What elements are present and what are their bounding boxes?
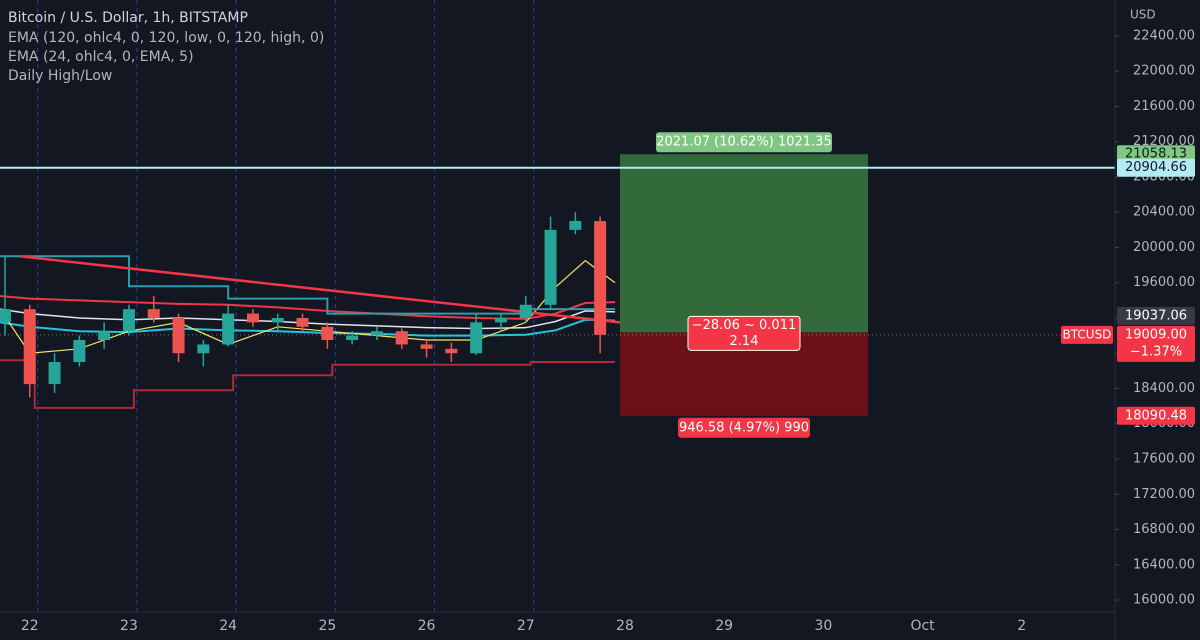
candle-body: [147, 309, 160, 318]
grid: [0, 0, 1115, 612]
y-tick-label: 19600.00: [1133, 275, 1195, 290]
legend-entry: Daily High/Low: [8, 68, 112, 84]
candle-body: [197, 344, 210, 354]
candle-body: [321, 326, 334, 341]
y-tick-label: 17600.00: [1133, 452, 1195, 467]
x-tick-label: 28: [616, 618, 634, 634]
price-tag: [1117, 306, 1195, 325]
y-tick-label: 16800.00: [1133, 522, 1195, 537]
price-tag: [1117, 145, 1195, 164]
price-tag: [1117, 158, 1195, 177]
candle-body: [271, 317, 284, 323]
x-tick-label: Oct: [910, 618, 935, 634]
price-tag-label: 20904.66: [1125, 160, 1187, 175]
candle-body: [519, 304, 532, 318]
candle-body: [470, 322, 483, 354]
x-tick-label: 2: [1017, 618, 1026, 634]
symbol-tag: [1061, 325, 1113, 344]
position-stat: −28.06 ~ 0.011: [692, 318, 796, 333]
x-tick-label: 27: [517, 618, 535, 634]
candle-body: [246, 313, 259, 323]
stop-label: 946.58 (4.97%) 990: [679, 420, 809, 435]
price-axis: 16000.00 16400.00 16800.00 17200.00 17600.00…: [21, 28, 1195, 634]
candle-body: [346, 335, 359, 341]
y-tick-label: 21600.00: [1133, 99, 1195, 114]
last-price-label: 19009.00: [1125, 327, 1187, 342]
price-tag-label: 19037.06: [1125, 308, 1187, 323]
x-tick-label: 22: [21, 618, 39, 634]
x-tick-label: 30: [814, 618, 832, 634]
x-tick-label: 26: [418, 618, 436, 634]
candle-body: [98, 331, 111, 341]
legend-entry: EMA (24, ohlc4, 0, EMA, 5): [8, 49, 194, 65]
candle-body: [48, 362, 61, 385]
candle-body: [395, 331, 408, 345]
y-tick-label: 22000.00: [1133, 64, 1195, 79]
plot: [0, 212, 621, 409]
y-tick-label: 17200.00: [1133, 487, 1195, 502]
candle-body: [296, 317, 309, 327]
x-tick-label: 23: [120, 618, 138, 634]
candle-body: [370, 331, 383, 336]
candle-body: [73, 340, 86, 363]
candle-body: [544, 229, 557, 305]
x-tick-label: 25: [318, 618, 336, 634]
candle-body: [445, 348, 458, 354]
legend-entry: EMA (120, ohlc4, 0, 120, low, 0, 120, hi…: [8, 30, 324, 46]
candle-body: [122, 309, 135, 332]
candle-body: [420, 344, 433, 349]
target-label: 2021.07 (10.62%) 1021.35: [656, 135, 832, 150]
candle-body: [594, 221, 607, 335]
price-tag-label: 21058.13: [1125, 147, 1187, 162]
y-tick-label: 20000.00: [1133, 240, 1195, 255]
label-box: [687, 315, 801, 351]
x-tick-label: 29: [715, 618, 733, 634]
overlay: 2021.07 (10.62%) 1021.35 −28.06 ~ 0.0112.…: [0, 132, 1115, 438]
x-tick-label: 24: [219, 618, 237, 634]
target-zone: [619, 154, 868, 333]
price-tag: [1117, 406, 1195, 425]
candle-body: [494, 317, 507, 323]
position-stat: 2.14: [730, 334, 759, 349]
price-tag-label: 18090.48: [1125, 408, 1187, 423]
label-box: [655, 132, 832, 153]
y-tick-label: 22400.00: [1133, 28, 1195, 43]
y-tick-label: 16000.00: [1133, 593, 1195, 608]
candle-body: [0, 309, 11, 323]
symbol-label: BTCUSD: [1063, 327, 1112, 341]
price-change-label: −1.37%: [1130, 344, 1182, 359]
y-tick-label: 18400.00: [1133, 381, 1195, 396]
indicator-line: [0, 359, 616, 409]
y-tick-label: 16400.00: [1133, 557, 1195, 572]
candle-body: [569, 221, 582, 230]
y-tick-label: 20400.00: [1133, 205, 1195, 220]
label-box: [677, 417, 810, 438]
axis-unit: USD: [1130, 8, 1156, 22]
candle-body: [172, 317, 185, 354]
candle-body: [23, 309, 36, 385]
last-price-tag: [1117, 325, 1195, 362]
chart-title: Bitcoin / U.S. Dollar, 1h, BITSTAMP: [8, 10, 248, 26]
candle-body: [222, 313, 235, 345]
